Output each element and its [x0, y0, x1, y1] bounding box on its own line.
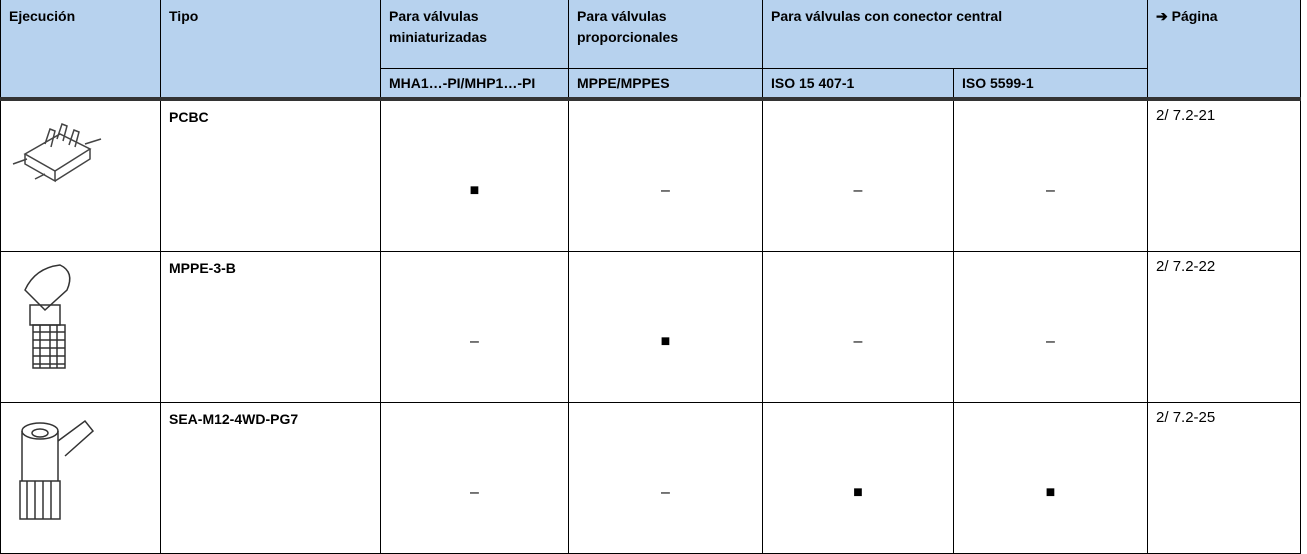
- availability-cell: ■: [568, 251, 763, 403]
- image-cell: [0, 251, 161, 403]
- header-cell: ➔ Página: [1147, 0, 1302, 99]
- availability-cell: –: [380, 251, 569, 403]
- table-row: PCBC ■ – – –2/ 7.2-21: [0, 99, 1302, 252]
- header-cell: Para válvulas con conector central: [761, 0, 1149, 69]
- availability-cell: –: [952, 251, 1149, 403]
- availability-cell: –: [762, 99, 954, 252]
- type-cell: MPPE-3-B: [160, 251, 381, 403]
- product-icon: [19, 419, 95, 520]
- type-cell: PCBC: [160, 99, 381, 252]
- header-cell: Para válvulas proporcionales: [568, 0, 763, 69]
- page-cell: 2/ 7.2-21: [1147, 99, 1302, 252]
- image-cell: [0, 402, 161, 554]
- availability-cell: –: [568, 99, 763, 252]
- availability-cell: –: [952, 99, 1149, 252]
- image-cell: [0, 99, 161, 252]
- header-cell: Para válvulas miniaturizadas: [380, 0, 569, 69]
- availability-cell: –: [568, 402, 763, 554]
- subheader-cell: MHA1…-PI/MHP1…-PI: [380, 68, 569, 99]
- product-icon: [24, 264, 71, 369]
- availability-cell: ■: [952, 402, 1149, 554]
- subheader-cell: MPPE/MPPES: [568, 68, 763, 99]
- availability-cell: –: [380, 402, 569, 554]
- product-icon: [12, 123, 102, 183]
- subheader-row: MHA1…-PI/MHP1…-PI MPPE/MPPES ISO 15 407-…: [0, 68, 1301, 99]
- availability-cell: –: [762, 251, 954, 403]
- subheader-cell: ISO 5599-1: [952, 68, 1149, 99]
- header-cell: Tipo: [160, 0, 381, 99]
- page-cell: 2/ 7.2-25: [1147, 402, 1302, 554]
- table-row: SEA-M12-4WD-PG7– – ■ ■ 2/ 7.2-25: [0, 402, 1302, 554]
- header-row: Ejecución Tipo Para válvulas miniaturiza…: [0, 0, 1302, 99]
- subheader-cell: ISO 15 407-1: [762, 68, 954, 99]
- availability-cell: ■: [380, 99, 569, 252]
- page-cell: 2/ 7.2-22: [1147, 251, 1302, 403]
- header-cell: Ejecución: [0, 0, 161, 99]
- table-body: PCBC ■ – – –2/ 7.2-21 MPPE-3-B – ■ – –2/ 7.2-22 …: [0, 99, 1302, 554]
- type-cell: SEA-M12-4WD-PG7: [160, 402, 381, 554]
- availability-cell: ■: [762, 402, 954, 554]
- table-row: MPPE-3-B – ■ – –2/ 7.2-22: [0, 251, 1302, 403]
